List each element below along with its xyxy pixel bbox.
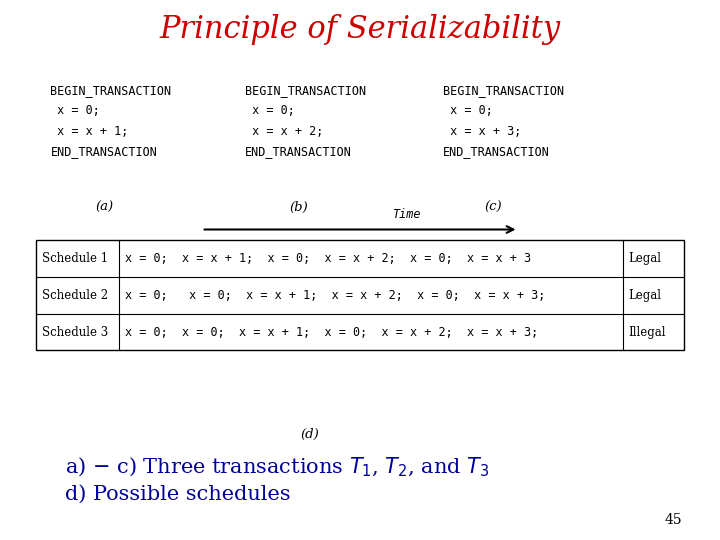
- Text: x = 0;: x = 0;: [50, 104, 100, 117]
- Text: (d): (d): [300, 428, 319, 441]
- Text: BEGIN_TRANSACTION: BEGIN_TRANSACTION: [50, 84, 171, 97]
- Text: (c): (c): [485, 201, 502, 214]
- Text: a) $-$ c) Three transactions $T_1$, $T_2$, and $T_3$: a) $-$ c) Three transactions $T_1$, $T_2…: [65, 456, 490, 478]
- Text: Principle of Serializability: Principle of Serializability: [159, 14, 561, 45]
- Text: END_TRANSACTION: END_TRANSACTION: [50, 145, 157, 158]
- Text: Schedule 2: Schedule 2: [42, 289, 108, 302]
- Text: Schedule 3: Schedule 3: [42, 326, 108, 339]
- Text: BEGIN_TRANSACTION: BEGIN_TRANSACTION: [443, 84, 564, 97]
- Text: (a): (a): [95, 201, 114, 214]
- Text: x = 0;: x = 0;: [443, 104, 492, 117]
- Text: Legal: Legal: [629, 252, 662, 265]
- Text: END_TRANSACTION: END_TRANSACTION: [245, 145, 351, 158]
- Text: Illegal: Illegal: [629, 326, 666, 339]
- Text: x = 0;  x = 0;  x = x + 1;  x = 0;  x = x + 2;  x = x + 3;: x = 0; x = 0; x = x + 1; x = 0; x = x + …: [125, 326, 538, 339]
- Text: Time: Time: [392, 208, 421, 221]
- Text: x = 0;  x = x + 1;  x = 0;  x = x + 2;  x = 0;  x = x + 3: x = 0; x = x + 1; x = 0; x = x + 2; x = …: [125, 252, 531, 265]
- Text: d) Possible schedules: d) Possible schedules: [65, 484, 290, 504]
- Text: BEGIN_TRANSACTION: BEGIN_TRANSACTION: [245, 84, 366, 97]
- Text: x = x + 1;: x = x + 1;: [50, 125, 129, 138]
- Text: x = x + 3;: x = x + 3;: [443, 125, 521, 138]
- Text: END_TRANSACTION: END_TRANSACTION: [443, 145, 549, 158]
- Text: Schedule 1: Schedule 1: [42, 252, 108, 265]
- Text: x = 0;: x = 0;: [245, 104, 294, 117]
- Text: 45: 45: [665, 512, 682, 526]
- Text: (b): (b): [289, 201, 308, 214]
- Bar: [36, 240, 684, 350]
- Text: x = x + 2;: x = x + 2;: [245, 125, 323, 138]
- Text: x = 0;   x = 0;  x = x + 1;  x = x + 2;  x = 0;  x = x + 3;: x = 0; x = 0; x = x + 1; x = x + 2; x = …: [125, 289, 545, 302]
- Text: Legal: Legal: [629, 289, 662, 302]
